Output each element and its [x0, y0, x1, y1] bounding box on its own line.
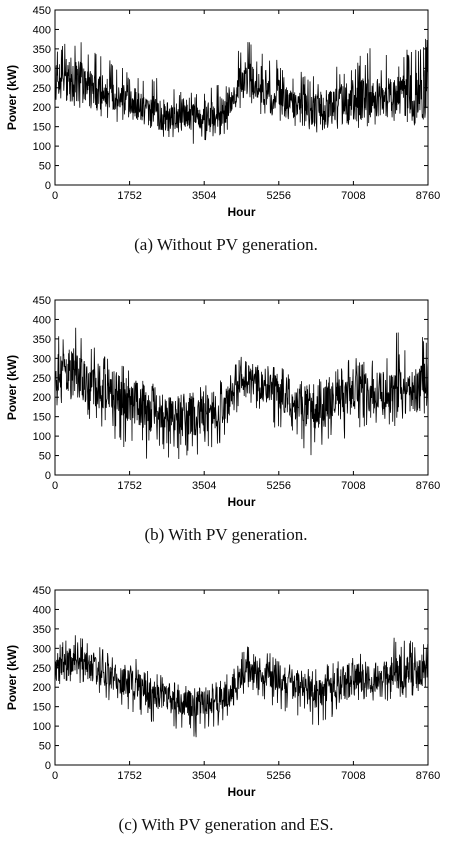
x-axis-label: Hour — [228, 495, 256, 509]
y-tick-label: 0 — [45, 470, 51, 482]
y-tick-label: 400 — [33, 24, 51, 36]
y-axis-label: Power (kW) — [5, 645, 19, 710]
chart-panel-c: 0 50 100 150 200 250 300 350 400 450 0 1752 3504 5256… — [0, 580, 452, 842]
y-tick-label: 150 — [33, 122, 51, 134]
y-tick-label: 450 — [33, 5, 51, 17]
y-tick-label: 400 — [33, 604, 51, 616]
x-tick-label: 3504 — [192, 770, 216, 782]
y-axis-label: Power (kW) — [5, 355, 19, 420]
y-tick-label: 400 — [33, 314, 51, 326]
x-tick-label: 0 — [52, 190, 58, 202]
y-tick-label: 300 — [33, 63, 51, 75]
y-tick-label: 0 — [45, 760, 51, 772]
x-axis-label: Hour — [228, 205, 256, 219]
x-tick-label: 7008 — [341, 770, 365, 782]
series-line — [54, 38, 429, 144]
y-tick-label: 450 — [33, 295, 51, 307]
y-tick-label: 300 — [33, 643, 51, 655]
x-tick-label: 8760 — [416, 770, 440, 782]
x-tick-label: 5256 — [267, 770, 291, 782]
y-tick-label: 50 — [39, 741, 51, 753]
y-tick-label: 150 — [33, 412, 51, 424]
x-tick-label: 3504 — [192, 190, 216, 202]
chart-b: 0 50 100 150 200 250 300 350 400 450 0 1752 3504 5256… — [5, 295, 440, 509]
caption-a: (a) Without PV generation. — [134, 235, 318, 254]
chart-panel-b: 0 50 100 150 200 250 300 350 400 450 0 1752 3504 5256… — [0, 290, 452, 550]
y-tick-label: 250 — [33, 83, 51, 95]
x-tick-label: 0 — [52, 480, 58, 492]
x-tick-label: 1752 — [117, 480, 141, 492]
x-tick-label: 7008 — [341, 190, 365, 202]
series-line — [54, 635, 429, 738]
plot-frame — [54, 299, 429, 476]
plot-frame — [54, 9, 429, 186]
caption-b: (b) With PV generation. — [144, 525, 308, 544]
y-tick-label: 100 — [33, 141, 51, 153]
y-tick-label: 250 — [33, 663, 51, 675]
y-tick-label: 350 — [33, 624, 51, 636]
y-tick-label: 0 — [45, 180, 51, 192]
x-tick-label: 5256 — [267, 480, 291, 492]
y-tick-label: 200 — [33, 102, 51, 114]
y-tick-label: 450 — [33, 585, 51, 597]
x-tick-label: 8760 — [416, 480, 440, 492]
series-line — [54, 327, 429, 460]
y-tick-label: 250 — [33, 373, 51, 385]
x-tick-label: 1752 — [117, 190, 141, 202]
x-tick-label: 7008 — [341, 480, 365, 492]
y-tick-label: 50 — [39, 161, 51, 173]
x-tick-label: 3504 — [192, 480, 216, 492]
chart-panel-a: 0 50 100 150 200 250 300 350 400 450 0 1752 3504 5256… — [0, 0, 452, 260]
y-tick-label: 300 — [33, 353, 51, 365]
chart-a: 0 50 100 150 200 250 300 350 400 450 0 1752 3504 5256… — [5, 5, 440, 219]
y-tick-label: 100 — [33, 431, 51, 443]
y-tick-label: 100 — [33, 721, 51, 733]
caption-c: (c) With PV generation and ES. — [118, 815, 334, 834]
plot-frame — [54, 589, 429, 766]
chart-c: 0 50 100 150 200 250 300 350 400 450 0 1752 3504 5256… — [5, 585, 440, 799]
x-axis-label: Hour — [228, 785, 256, 799]
y-tick-label: 350 — [33, 334, 51, 346]
y-tick-label: 200 — [33, 682, 51, 694]
x-tick-label: 1752 — [117, 770, 141, 782]
y-tick-label: 50 — [39, 451, 51, 463]
x-tick-label: 0 — [52, 770, 58, 782]
y-tick-label: 350 — [33, 44, 51, 56]
y-tick-label: 150 — [33, 702, 51, 714]
y-axis-label: Power (kW) — [5, 65, 19, 130]
x-tick-label: 8760 — [416, 190, 440, 202]
x-tick-label: 5256 — [267, 190, 291, 202]
y-tick-label: 200 — [33, 392, 51, 404]
